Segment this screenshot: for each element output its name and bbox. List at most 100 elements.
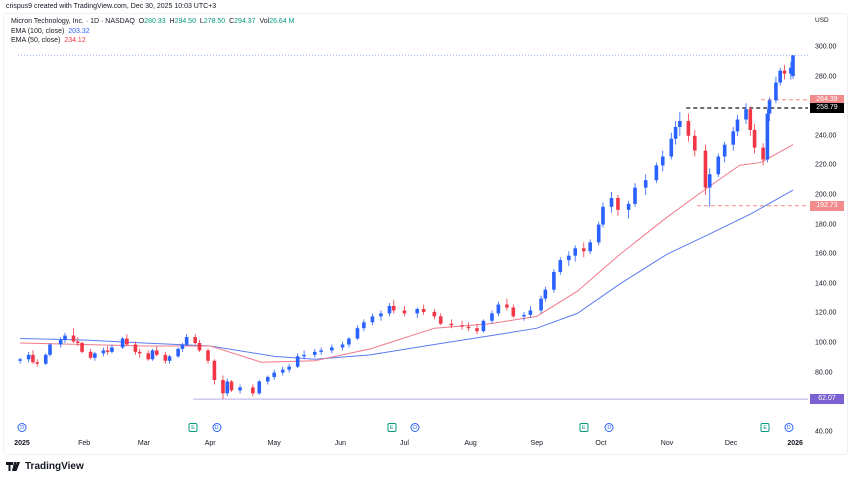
earnings-event-icon[interactable]: E	[188, 423, 198, 432]
candle-up	[660, 156, 665, 166]
candle-up	[539, 298, 543, 311]
candle-down	[402, 310, 407, 314]
y-axis-tick: 240.00	[815, 132, 837, 140]
tradingview-logo[interactable]: TradingView	[6, 461, 84, 472]
candle-up	[716, 156, 721, 175]
candle-up	[678, 121, 682, 127]
candle-up	[415, 308, 420, 314]
y-axis-tick: 80.00	[815, 369, 833, 377]
tradingview-logo-icon	[6, 462, 20, 471]
candle-up	[558, 260, 563, 272]
y-axis-tick: 180.00	[815, 221, 837, 229]
earnings-event-icon[interactable]: E	[760, 423, 770, 432]
close-value: 294.37	[234, 18, 256, 25]
candle-up	[735, 119, 740, 132]
candle-up	[319, 350, 323, 352]
candle-up	[184, 337, 189, 345]
candle-up	[330, 347, 334, 351]
chart-frame	[3, 13, 848, 455]
candle-up	[543, 289, 548, 299]
dividend-event-icon[interactable]: D	[410, 423, 420, 432]
earnings-event-icon[interactable]: E	[579, 423, 589, 432]
candle-down	[449, 323, 454, 326]
candle-up	[522, 314, 526, 317]
dividend-event-icon[interactable]: D	[784, 423, 794, 432]
low-value: 278.50	[203, 18, 226, 25]
candle-up	[238, 387, 242, 391]
chart-legend: Micron Technology, Inc. · 1D · NASDAQ O2…	[11, 17, 295, 46]
candle-down	[692, 135, 697, 151]
candle-up	[58, 340, 63, 345]
y-axis-tick: 120.00	[815, 309, 837, 317]
candle-down	[80, 343, 84, 352]
x-axis-tick: Dec	[724, 440, 738, 447]
candle-up	[176, 348, 180, 357]
candle-up	[302, 354, 306, 357]
ema100-legend[interactable]: EMA (100, close) 203.32	[11, 27, 295, 37]
candle-down	[137, 351, 142, 354]
x-axis-tick: 2025	[14, 440, 30, 447]
x-axis-tick: May	[267, 440, 281, 447]
y-axis-tick: 220.00	[815, 161, 837, 169]
candle-up	[347, 338, 351, 345]
low-label: L	[199, 18, 204, 25]
ema50-line	[20, 144, 794, 363]
candle-down	[686, 121, 691, 136]
candle-up	[120, 338, 125, 348]
x-axis-tick: Mar	[137, 440, 150, 447]
candle-up	[722, 144, 727, 157]
candle-up	[669, 138, 674, 157]
candle-down	[146, 353, 151, 360]
chart-credit: crispus9 created with TradingView.com, D…	[6, 3, 217, 10]
candle-down	[206, 350, 210, 361]
ema100-line	[20, 189, 794, 360]
candle-down	[432, 311, 437, 317]
candle-up	[287, 366, 291, 370]
candle-up	[707, 174, 712, 188]
candle-down	[88, 351, 93, 358]
candle-down	[125, 338, 129, 345]
x-axis-tick: Sep	[530, 440, 544, 447]
candle-up	[355, 328, 360, 339]
candle-up	[643, 180, 648, 188]
symbol-title: Micron Technology, Inc. · 1D · NASDAQ	[11, 18, 135, 25]
candle-down	[31, 354, 35, 363]
x-axis-tick: Jul	[399, 440, 409, 447]
candle-up	[496, 304, 501, 314]
y-axis-tick: 140.00	[815, 280, 837, 288]
candle-down	[703, 150, 708, 188]
symbol-ohlc-row[interactable]: Micron Technology, Inc. · 1D · NASDAQ O2…	[11, 17, 295, 27]
x-axis-tick: Feb	[78, 440, 91, 447]
y-axis-tick: 200.00	[815, 191, 837, 199]
candle-up	[490, 313, 494, 321]
candle-down	[761, 147, 765, 160]
ema50-legend[interactable]: EMA (50, close) 234.12	[11, 36, 295, 46]
x-axis-tick: Jun	[334, 440, 347, 447]
candle-up	[295, 356, 300, 367]
ema100-label: EMA (100, close)	[11, 27, 65, 35]
dividend-event-icon[interactable]: D	[212, 423, 222, 432]
candle-down	[163, 354, 168, 361]
price-level-label: 258.79	[810, 102, 844, 113]
candle-down	[212, 360, 217, 380]
ema50-label: EMA (50, close)	[11, 37, 61, 44]
dividend-event-icon[interactable]: D	[604, 423, 614, 432]
candle-down	[581, 248, 586, 252]
candle-down	[505, 304, 509, 308]
earnings-event-icon[interactable]: E	[387, 423, 397, 432]
candle-up	[744, 109, 748, 120]
candle-up	[767, 100, 772, 114]
candle-up	[110, 347, 114, 352]
candle-down	[229, 381, 234, 391]
candle-down	[193, 337, 198, 343]
volume-value: 26.64 M	[269, 18, 295, 25]
candle-up	[26, 354, 31, 360]
candle-down	[752, 129, 757, 148]
candle-up	[789, 67, 793, 74]
price-level-label: 62.07	[810, 394, 844, 405]
candle-up	[552, 271, 556, 290]
x-axis-tick: Aug	[464, 440, 477, 447]
candle-up	[778, 70, 782, 83]
dividend-event-icon[interactable]: D	[17, 423, 27, 432]
